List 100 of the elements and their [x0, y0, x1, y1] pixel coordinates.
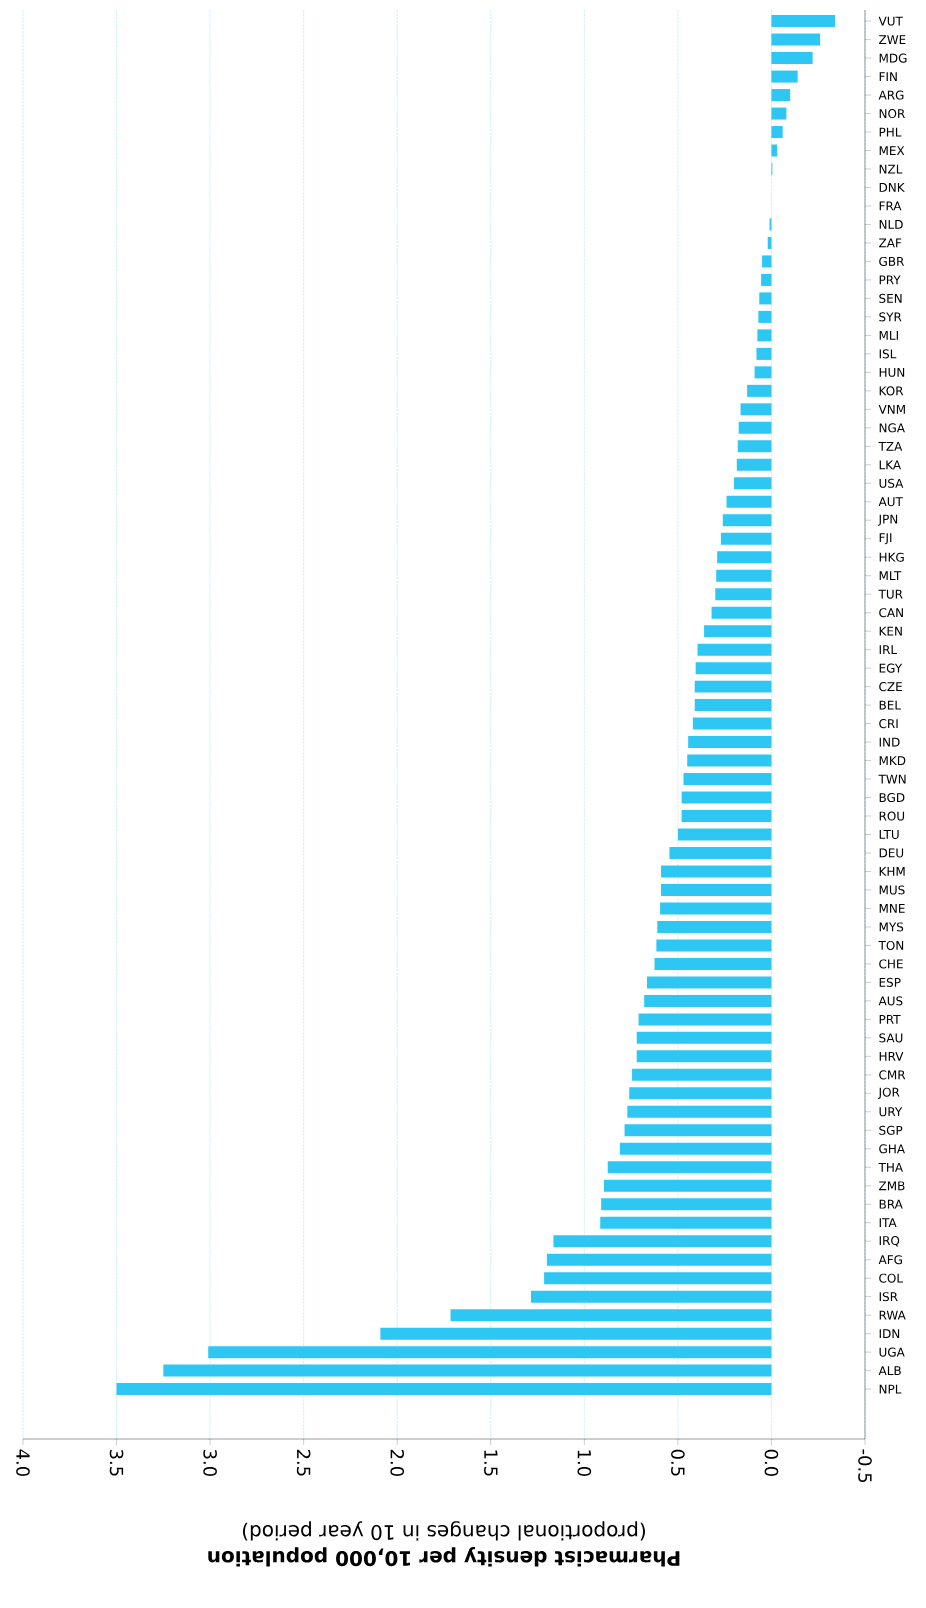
bar [734, 477, 772, 490]
y-tick-label: BEL [879, 700, 901, 710]
bar [704, 625, 772, 638]
bar [756, 347, 772, 360]
y-tick-label: FIN [879, 72, 897, 81]
y-tick-label: JPN [877, 514, 898, 526]
y-tick-label: NPL [879, 1384, 902, 1394]
bar [737, 440, 772, 453]
y-tick-label: BRA [879, 1199, 903, 1209]
y-tick-label: SAU [879, 1033, 903, 1043]
y-tick-label: NLD [879, 220, 903, 229]
bar [771, 33, 821, 46]
bar [629, 1087, 772, 1100]
bar [601, 1198, 772, 1211]
bar [771, 15, 836, 28]
y-tick-label: ROU [879, 811, 905, 821]
y-tick-label: CAN [879, 608, 903, 618]
bar [627, 1105, 772, 1118]
x-tick-label: 1.5 [484, 1450, 498, 1476]
y-tick-label: CMR [879, 1070, 906, 1080]
y-tick-label: ARG [878, 90, 904, 100]
bar [694, 699, 772, 712]
bar [716, 569, 772, 582]
bar [677, 828, 772, 841]
y-tick-label: MLT [879, 571, 902, 581]
bar [660, 902, 772, 915]
bar [736, 458, 772, 471]
bar [553, 1235, 772, 1248]
bar [657, 920, 772, 933]
x-tick-label: 0.5 [671, 1449, 685, 1476]
bar [771, 70, 798, 83]
x-tick-label: 2.5 [296, 1449, 311, 1476]
bar [722, 514, 772, 527]
y-tick-label: UGA [879, 1347, 905, 1357]
y-tick-label: ISL [879, 349, 897, 359]
x-tick-label: 1.0 [577, 1450, 592, 1476]
bar [661, 865, 772, 878]
bar [697, 643, 772, 656]
y-tick-label: TZA [878, 441, 903, 451]
x-tick-label: -0.5 [858, 1449, 872, 1483]
y-tick-label: MLI [879, 331, 898, 340]
y-tick-label: NGA [879, 423, 905, 433]
bar [636, 1050, 772, 1063]
y-tick-label: KEN [879, 626, 902, 636]
bar [720, 532, 772, 545]
bar [450, 1309, 772, 1322]
y-tick-label: ISR [879, 1292, 898, 1302]
y-tick-label: KHM [879, 867, 905, 876]
y-tick-label: NZL [879, 164, 903, 174]
y-tick-label: PRT [879, 1015, 901, 1024]
bar [771, 52, 813, 65]
y-tick-label: JOR [877, 1087, 900, 1099]
y-tick-label: BGD [879, 793, 905, 803]
bar [771, 107, 787, 120]
y-tick-label: CZE [879, 682, 902, 692]
y-tick-label: TON [878, 940, 904, 950]
y-tick-label: DNK [879, 183, 905, 192]
bar [600, 1216, 772, 1229]
y-tick-label: NOR [879, 109, 905, 119]
bar [771, 89, 791, 102]
bar [619, 1142, 772, 1155]
y-tick-label: DEU [879, 848, 904, 858]
bar [681, 791, 772, 804]
y-tick-label: KOR [879, 386, 904, 396]
y-tick-label: MDG [879, 53, 907, 63]
bar [661, 883, 772, 896]
bar [694, 680, 772, 693]
y-tick-label: AUS [878, 996, 903, 1006]
x-tick-label: 2.0 [390, 1449, 405, 1476]
y-tick-label: AFG [878, 1255, 902, 1265]
y-tick-label: SYR [879, 312, 902, 322]
y-tick-label: TWN [878, 774, 906, 784]
bar [726, 495, 772, 508]
y-tick-label: VNM [878, 404, 905, 414]
bar [531, 1290, 772, 1303]
bar [607, 1161, 772, 1174]
bar [738, 421, 772, 434]
bar [692, 717, 772, 730]
bar [638, 1013, 772, 1026]
y-tick-label: THA [878, 1162, 903, 1172]
y-tick-label: IDN [879, 1329, 900, 1339]
y-tick-label: MEX [879, 146, 905, 155]
y-tick-label: GBR [879, 256, 905, 266]
bar [669, 847, 772, 859]
y-tick-label: FRA [879, 201, 902, 211]
bar [711, 606, 772, 619]
y-tick-label: SGP [879, 1125, 903, 1135]
y-tick-label: PRY [879, 275, 901, 285]
x-tick-label: 3.5 [109, 1449, 124, 1476]
bar [654, 957, 772, 970]
y-tick-label: ESP [879, 977, 901, 987]
y-tick-label: PHL [879, 127, 902, 137]
bar [771, 126, 783, 139]
y-tick-label: MUS [879, 885, 905, 895]
y-tick-label: MNE [879, 904, 905, 913]
y-tick-label: EGY [879, 663, 903, 673]
bar [758, 310, 772, 323]
y-tick-label: GHA [879, 1144, 905, 1154]
y-tick-label: MKD [879, 756, 906, 765]
bar [688, 736, 772, 749]
